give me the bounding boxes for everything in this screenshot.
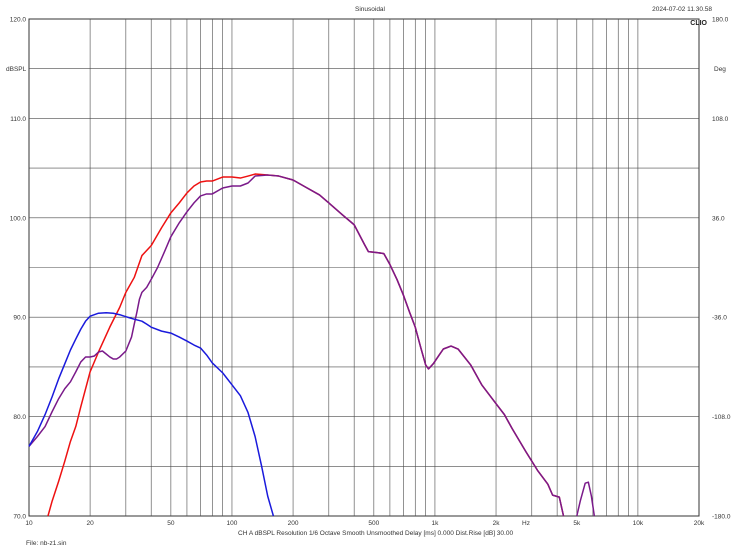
x-tick-label: 500 <box>368 520 379 527</box>
x-tick-label: 20 <box>86 520 94 527</box>
y2-tick-label: 180.0 <box>712 17 729 24</box>
y-tick-label: 100.0 <box>10 215 27 222</box>
x-tick-label: 50 <box>167 520 175 527</box>
y-tick-label: 70.0 <box>13 514 26 521</box>
y2-axis-label: Deg <box>714 66 726 73</box>
x-tick-label: 10 <box>25 520 33 527</box>
x-tick-label: 1k <box>431 520 439 527</box>
y-tick-label: 110.0 <box>10 116 26 123</box>
y2-tick-label: -180.0 <box>712 514 731 521</box>
brand-logo: CLIO <box>690 20 707 27</box>
y-tick-label: 80.0 <box>13 414 26 421</box>
series-line-purple-2 <box>576 481 596 517</box>
x-tick-label: 10k <box>633 520 644 527</box>
x-tick-label: 2k <box>493 520 501 527</box>
series-line-blue-3 <box>28 311 275 517</box>
y-axis-label: dBSPL <box>6 66 27 73</box>
x-tick-label: 200 <box>288 520 299 527</box>
file-name: File: nb-z1.sin <box>26 540 67 547</box>
y2-tick-label: 36.0 <box>712 215 725 222</box>
x-unit-label: Hz <box>522 520 530 527</box>
y-tick-label: 90.0 <box>13 315 26 322</box>
status-line: CH A dBSPL Resolution 1/6 Octave Smooth … <box>238 530 513 537</box>
grid <box>29 19 699 516</box>
timestamp: 2024-07-02 11.30.58 <box>652 6 712 13</box>
x-tick-label: 20k <box>694 520 705 527</box>
x-tick-label: 5k <box>573 520 581 527</box>
data-series <box>28 173 596 517</box>
y-tick-label: 120.0 <box>10 17 27 24</box>
series-line-purple-1 <box>28 174 565 517</box>
tick-labels: 10 20 50 100 200 500 1k 2k 5k 10k 20k 70.0 80.0 90.0 1… <box>10 17 731 528</box>
x-tick-label: 100 <box>227 520 238 527</box>
y2-tick-label: 108.0 <box>712 116 729 123</box>
y2-tick-label: -108.0 <box>712 414 731 421</box>
chart-title: Sinusoidal <box>355 6 386 13</box>
y2-tick-label: -36.0 <box>712 315 727 322</box>
